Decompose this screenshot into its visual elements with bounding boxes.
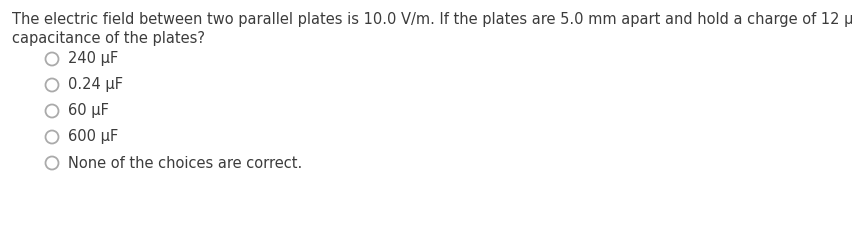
Text: 0.24 μF: 0.24 μF bbox=[68, 77, 123, 92]
Text: 60 μF: 60 μF bbox=[68, 103, 109, 119]
Text: 600 μF: 600 μF bbox=[68, 130, 118, 145]
Text: 240 μF: 240 μF bbox=[68, 52, 118, 67]
Text: None of the choices are correct.: None of the choices are correct. bbox=[68, 155, 302, 170]
Text: capacitance of the plates?: capacitance of the plates? bbox=[12, 31, 205, 46]
Text: The electric field between two parallel plates is 10.0 V/m. If the plates are 5.: The electric field between two parallel … bbox=[12, 12, 852, 27]
